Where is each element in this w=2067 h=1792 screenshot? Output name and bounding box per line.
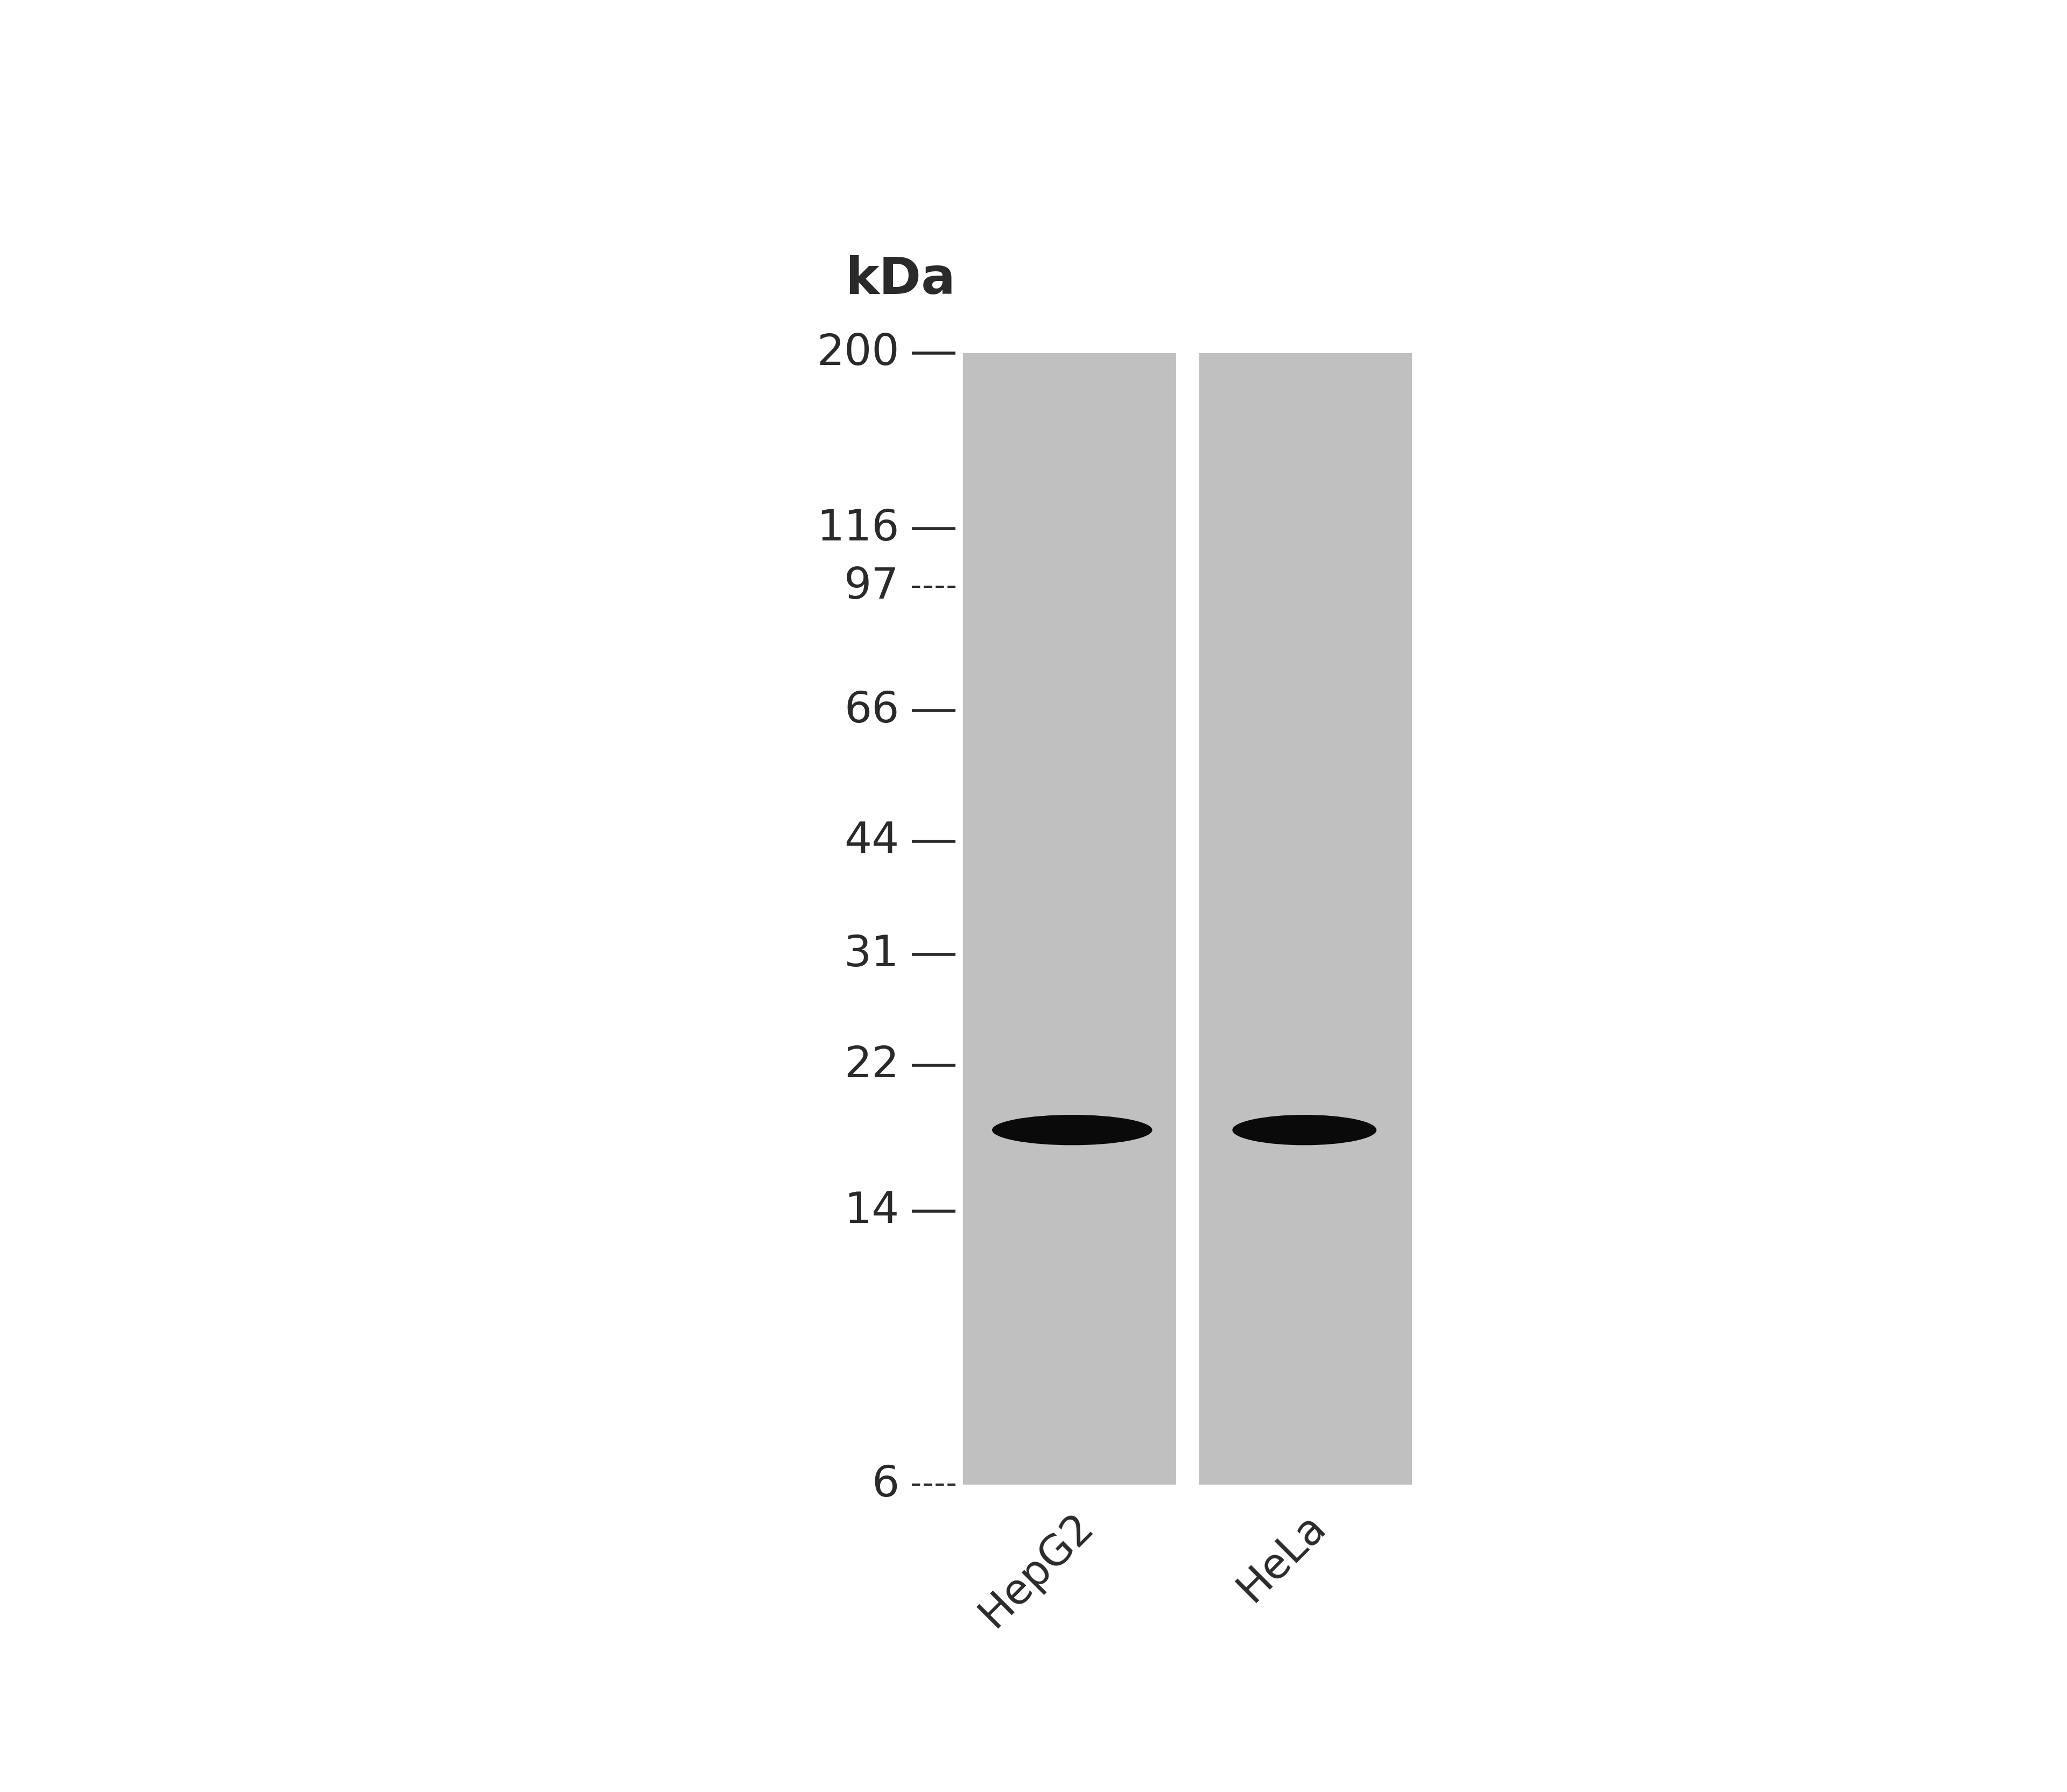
Text: 6: 6 (872, 1464, 899, 1505)
Text: 31: 31 (843, 934, 899, 975)
Text: 22: 22 (843, 1045, 899, 1086)
Ellipse shape (1232, 1115, 1377, 1145)
Bar (963, 353, 1176, 1484)
Bar (1199, 353, 1412, 1484)
Text: 44: 44 (843, 821, 899, 862)
Text: 66: 66 (843, 690, 899, 731)
Text: HepG2: HepG2 (971, 1505, 1102, 1634)
Text: 97: 97 (843, 566, 899, 607)
Text: 14: 14 (843, 1190, 899, 1233)
Text: 116: 116 (816, 507, 899, 550)
Text: kDa: kDa (845, 254, 955, 305)
Text: HeLa: HeLa (1230, 1505, 1333, 1609)
Bar (1176, 353, 1199, 1484)
Ellipse shape (992, 1115, 1151, 1145)
Text: 200: 200 (816, 332, 899, 375)
